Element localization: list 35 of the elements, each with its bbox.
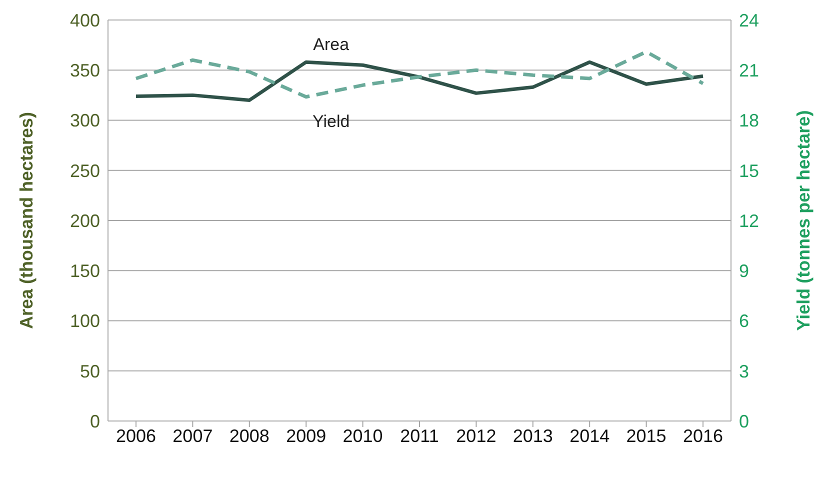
y-tick-label: 200 bbox=[70, 210, 100, 231]
x-tick-label: 2006 bbox=[116, 426, 156, 446]
line-series bbox=[134, 60, 705, 102]
y2-tick-label: 24 bbox=[739, 10, 760, 30]
y2-tick-label: 0 bbox=[739, 411, 750, 432]
y-axis-title: Area (thousand hectares) bbox=[16, 112, 36, 330]
y2-axis-title: Yield (tonnes per hectare) bbox=[793, 110, 814, 331]
x-tick-label: 2011 bbox=[400, 426, 439, 446]
x-tick-label: 2008 bbox=[229, 426, 270, 446]
x-tick-label: 2012 bbox=[456, 426, 496, 446]
y-tick-label: 350 bbox=[70, 60, 100, 81]
y2-tick-label: 6 bbox=[739, 311, 750, 332]
y-tick-label: 250 bbox=[70, 160, 100, 181]
y2-tick-label: 3 bbox=[739, 361, 750, 382]
y-tick-label: 100 bbox=[70, 311, 100, 332]
series-label: Yield bbox=[312, 112, 350, 131]
y2-tick-label: 9 bbox=[739, 261, 750, 282]
y2-tick-label: 12 bbox=[739, 210, 760, 231]
line-series bbox=[134, 50, 705, 99]
y-tick-label: 0 bbox=[90, 411, 100, 432]
y2-tick-label: 21 bbox=[739, 60, 760, 81]
y2-tick-label: 18 bbox=[739, 110, 760, 131]
y-tick-label: 150 bbox=[70, 261, 100, 282]
x-tick-label: 2013 bbox=[512, 426, 553, 446]
x-tick-label: 2010 bbox=[342, 426, 383, 446]
x-tick-label: 2016 bbox=[682, 426, 724, 446]
x-tick-label: 2014 bbox=[570, 426, 610, 446]
y-tick-label: 300 bbox=[70, 110, 100, 131]
y-tick-label: 400 bbox=[70, 10, 100, 30]
y-tick-label: 50 bbox=[80, 361, 100, 382]
y2-tick-label: 15 bbox=[739, 160, 760, 181]
x-tick-label: 2009 bbox=[286, 426, 326, 446]
x-tick-label: 2007 bbox=[172, 426, 213, 446]
series-label: Area bbox=[313, 35, 350, 54]
x-tick-label: 2015 bbox=[626, 426, 666, 446]
